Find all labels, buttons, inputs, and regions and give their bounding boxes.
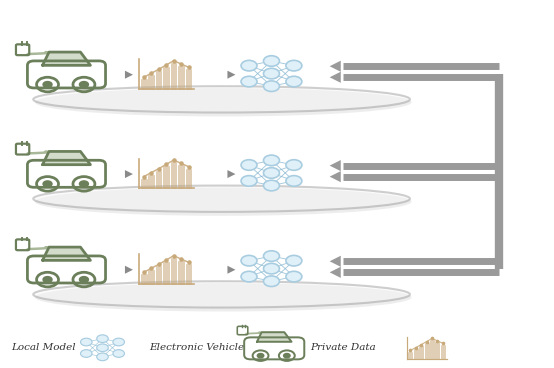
Circle shape bbox=[43, 82, 52, 88]
Bar bbox=[156, 71, 161, 88]
Bar bbox=[186, 69, 191, 88]
Bar bbox=[171, 162, 176, 188]
Circle shape bbox=[264, 180, 279, 191]
Circle shape bbox=[241, 60, 257, 71]
Ellipse shape bbox=[35, 283, 412, 311]
Circle shape bbox=[241, 176, 257, 186]
Bar bbox=[141, 79, 146, 88]
Circle shape bbox=[284, 354, 290, 358]
Circle shape bbox=[264, 155, 279, 166]
Bar bbox=[430, 340, 434, 358]
Bar bbox=[141, 274, 146, 283]
Bar bbox=[156, 266, 161, 283]
Circle shape bbox=[113, 350, 125, 357]
Circle shape bbox=[264, 168, 279, 178]
Circle shape bbox=[43, 181, 52, 187]
Ellipse shape bbox=[33, 281, 410, 308]
Circle shape bbox=[286, 60, 302, 71]
Ellipse shape bbox=[33, 86, 410, 113]
Bar bbox=[171, 258, 176, 283]
Bar bbox=[141, 178, 146, 188]
Circle shape bbox=[241, 255, 257, 266]
Bar bbox=[178, 165, 184, 188]
Bar bbox=[163, 166, 169, 188]
Circle shape bbox=[264, 68, 279, 79]
Circle shape bbox=[257, 354, 264, 358]
Bar bbox=[408, 352, 412, 358]
Polygon shape bbox=[257, 332, 291, 342]
Ellipse shape bbox=[35, 187, 412, 216]
Ellipse shape bbox=[33, 185, 410, 212]
Circle shape bbox=[286, 176, 302, 186]
Bar bbox=[163, 262, 169, 283]
Bar bbox=[441, 345, 445, 358]
Bar bbox=[186, 169, 191, 188]
Bar bbox=[148, 270, 154, 283]
Bar bbox=[414, 349, 418, 358]
Circle shape bbox=[264, 251, 279, 261]
Bar bbox=[163, 67, 169, 88]
Bar bbox=[424, 343, 429, 358]
Circle shape bbox=[241, 76, 257, 87]
Bar bbox=[435, 342, 439, 358]
Circle shape bbox=[97, 335, 108, 343]
Ellipse shape bbox=[35, 88, 412, 117]
Polygon shape bbox=[43, 52, 90, 66]
Circle shape bbox=[43, 277, 52, 283]
Polygon shape bbox=[43, 247, 90, 261]
Circle shape bbox=[286, 160, 302, 170]
Bar bbox=[178, 66, 184, 88]
Text: Private Data: Private Data bbox=[310, 343, 376, 352]
Circle shape bbox=[264, 276, 279, 287]
Circle shape bbox=[286, 76, 302, 87]
Circle shape bbox=[79, 181, 89, 187]
Bar bbox=[419, 346, 423, 358]
Circle shape bbox=[264, 263, 279, 274]
Polygon shape bbox=[43, 152, 90, 165]
Circle shape bbox=[241, 160, 257, 170]
Circle shape bbox=[264, 81, 279, 92]
Circle shape bbox=[79, 277, 89, 283]
Circle shape bbox=[80, 338, 92, 346]
Bar bbox=[148, 174, 154, 188]
Circle shape bbox=[113, 338, 125, 346]
Circle shape bbox=[97, 344, 108, 351]
Circle shape bbox=[286, 255, 302, 266]
Bar bbox=[171, 63, 176, 88]
Bar bbox=[178, 261, 184, 283]
Circle shape bbox=[97, 353, 108, 361]
Bar bbox=[148, 75, 154, 88]
Circle shape bbox=[80, 350, 92, 357]
Text: Local Model: Local Model bbox=[11, 343, 76, 352]
Bar bbox=[156, 171, 161, 188]
Circle shape bbox=[286, 271, 302, 282]
Text: Electronic Vehicle: Electronic Vehicle bbox=[150, 343, 245, 352]
Bar bbox=[186, 264, 191, 283]
Circle shape bbox=[79, 82, 89, 88]
Circle shape bbox=[241, 271, 257, 282]
Circle shape bbox=[264, 56, 279, 66]
